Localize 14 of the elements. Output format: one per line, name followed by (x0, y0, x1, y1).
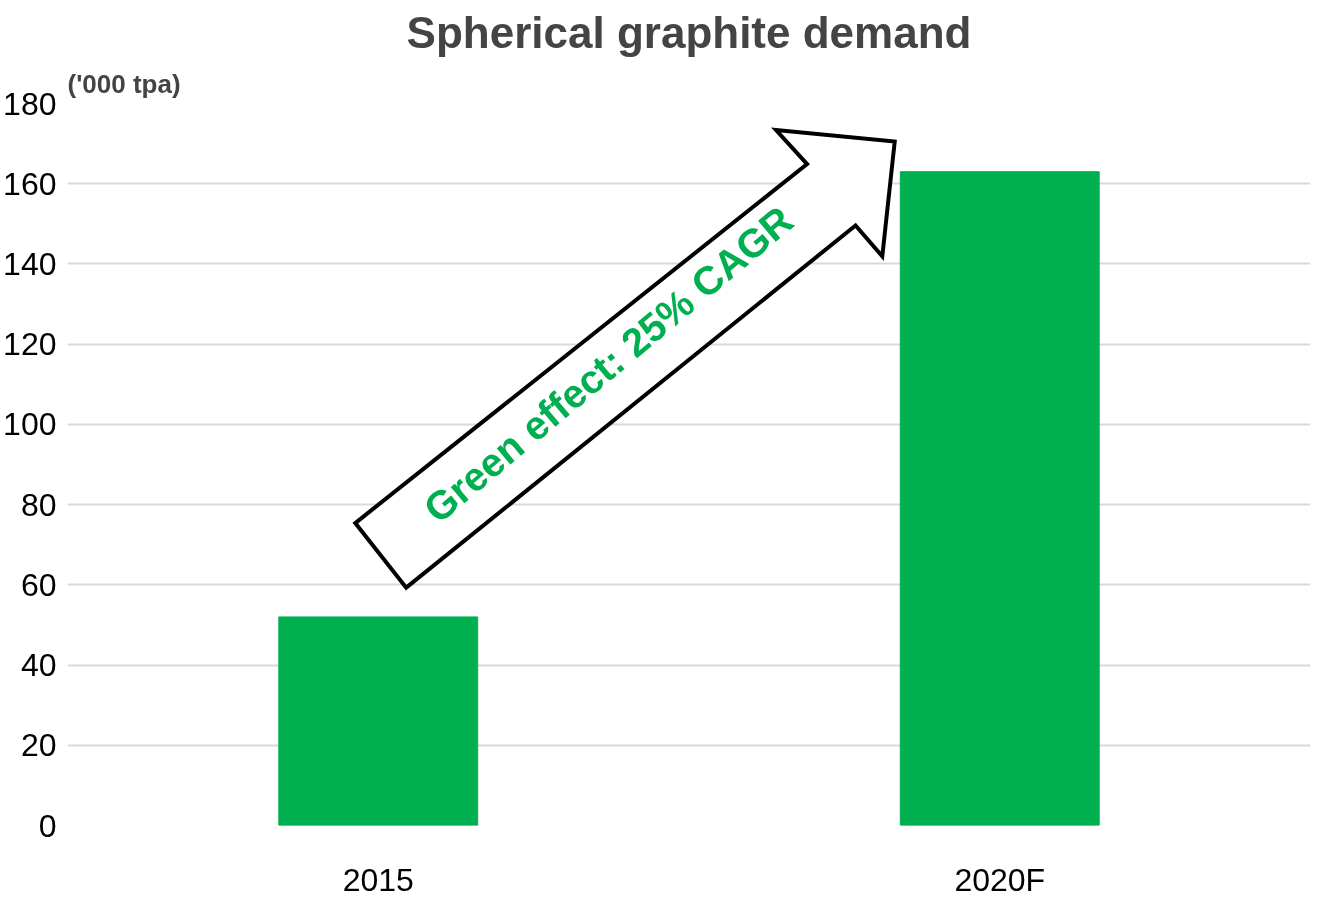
y-tick-label: 20 (20, 727, 57, 764)
y-tick-label: 80 (20, 486, 57, 523)
y-tick-label: 180 (3, 85, 57, 122)
y-tick-label: 60 (20, 566, 57, 603)
y-axis-title: ('000 tpa) (67, 68, 181, 99)
y-tick-label: 100 (3, 406, 57, 443)
y-tick-label: 40 (20, 647, 57, 684)
y-tick-label: 160 (3, 165, 57, 202)
chart-title: Spherical graphite demand (406, 7, 972, 57)
x-tick-label: 2015 (342, 861, 414, 898)
y-tick-label: 140 (3, 245, 57, 282)
x-tick-label: 2020F (954, 861, 1046, 898)
y-tick-label: 120 (3, 326, 57, 363)
y-tick-label: 0 (38, 807, 57, 844)
